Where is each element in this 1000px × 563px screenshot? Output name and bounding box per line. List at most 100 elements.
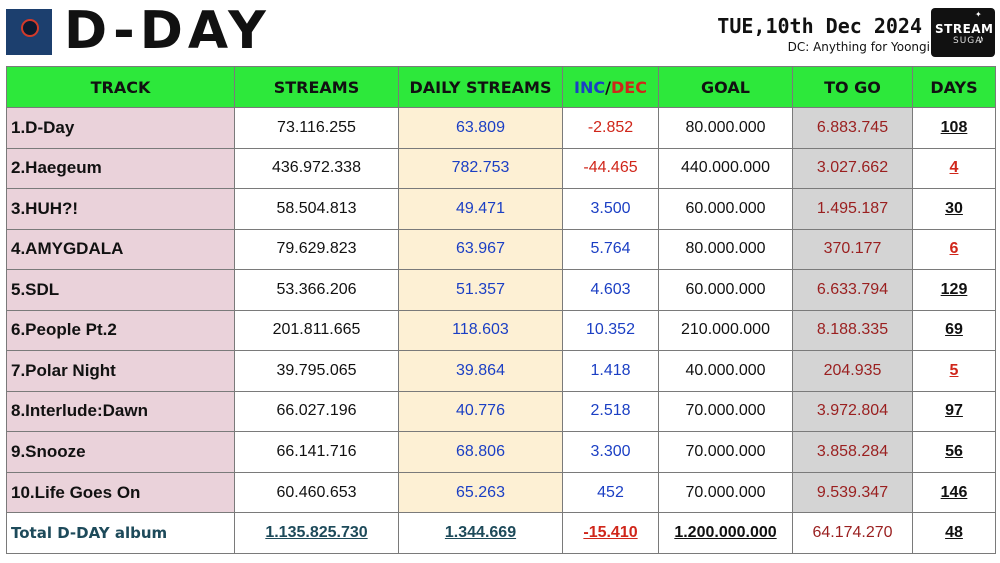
goal-value: 40.000.000 — [658, 350, 793, 392]
total-goal: 1.200.000.000 — [674, 524, 777, 542]
streams-value: 79.629.823 — [234, 228, 399, 271]
col-header-dec: DEC — [610, 77, 647, 97]
daily-streams-value: 63.809 — [398, 107, 563, 149]
total-inc-cell: -15.410 — [562, 512, 659, 554]
streams-value: 58.504.813 — [234, 188, 399, 230]
streams-value: 436.972.338 — [234, 147, 399, 190]
inc-dec-value: 2.518 — [562, 390, 659, 433]
inc-dec-value: 4.603 — [562, 269, 659, 311]
table-row: 3.HUH?! 58.504.813 49.471 3.500 60.000.000 1.… — [6, 188, 996, 230]
to-go-value: 3.027.662 — [792, 147, 913, 190]
days-value: 129 — [912, 269, 996, 311]
goal-value: 80.000.000 — [658, 228, 793, 271]
total-togo: 64.174.270 — [812, 524, 893, 542]
total-label: Total D-DAY album — [6, 512, 235, 554]
goal-value: 70.000.000 — [658, 431, 793, 473]
total-streams-cell: 1.135.825.730 — [234, 512, 399, 554]
goal-value: 70.000.000 — [658, 390, 793, 433]
table-row: 5.SDL 53.366.206 51.357 4.603 60.000.000 6.63… — [6, 269, 996, 311]
daily-streams-value: 63.967 — [398, 228, 563, 271]
page-title: D-DAY — [64, 1, 271, 61]
streams-value: 39.795.065 — [234, 350, 399, 392]
col-header-track: TRACK — [6, 66, 235, 108]
credit-label: DC: Anything for Yoongi — [787, 40, 930, 54]
col-header-togo: TO GO — [792, 66, 913, 108]
total-row: Total D-DAY album 1.135.825.730 1.344.66… — [6, 512, 996, 554]
daily-streams-value: 49.471 — [398, 188, 563, 230]
logo-line1: STREAM — [935, 22, 994, 36]
logo-line2: SUGA — [953, 36, 983, 46]
goal-value: 60.000.000 — [658, 188, 793, 230]
days-value: 4 — [912, 147, 996, 190]
table-row: 9.Snooze 66.141.716 68.806 3.300 70.000.000 3… — [6, 431, 996, 473]
total-togo-cell: 64.174.270 — [792, 512, 913, 554]
inc-dec-value: -44.465 — [562, 147, 659, 190]
inc-dec-value: 3.500 — [562, 188, 659, 230]
days-value: 5 — [912, 350, 996, 392]
to-go-value: 6.633.794 — [792, 269, 913, 311]
total-days: 48 — [945, 524, 963, 542]
streams-value: 201.811.665 — [234, 309, 399, 352]
table-row: 10.Life Goes On 60.460.653 65.263 452 70.000… — [6, 471, 996, 514]
daily-streams-value: 68.806 — [398, 431, 563, 473]
streams-table: TRACK STREAMS DAILY STREAMS INC/DEC GOAL… — [6, 66, 996, 554]
stream-suga-logo: ✦ STREAM SUGA ♪ — [931, 8, 995, 57]
track-name: 1.D-Day — [6, 107, 235, 149]
col-header-streams: STREAMS — [234, 66, 399, 108]
table-row: 2.Haegeum 436.972.338 782.753 -44.465 440.00… — [6, 147, 996, 190]
track-name: 2.Haegeum — [6, 147, 235, 190]
daily-streams-value: 65.263 — [398, 471, 563, 514]
days-value: 97 — [912, 390, 996, 433]
to-go-value: 204.935 — [792, 350, 913, 392]
total-inc: -15.410 — [583, 524, 638, 542]
inc-dec-value: 452 — [562, 471, 659, 514]
inc-dec-value: -2.852 — [562, 107, 659, 149]
streams-value: 66.141.716 — [234, 431, 399, 473]
music-note-icon: ♪ — [978, 32, 984, 46]
daily-streams-value: 51.357 — [398, 269, 563, 311]
header: D-DAY TUE,10th Dec 2024 DC: Anything for… — [0, 0, 1000, 64]
streams-value: 53.366.206 — [234, 269, 399, 311]
days-value: 56 — [912, 431, 996, 473]
to-go-value: 8.188.335 — [792, 309, 913, 352]
track-name: 10.Life Goes On — [6, 471, 235, 514]
table-row: 6.People Pt.2 201.811.665 118.603 10.352 210… — [6, 309, 996, 352]
streams-value: 66.027.196 — [234, 390, 399, 433]
total-streams: 1.135.825.730 — [265, 524, 368, 542]
track-name: 8.Interlude:Dawn — [6, 390, 235, 433]
to-go-value: 370.177 — [792, 228, 913, 271]
days-value: 6 — [912, 228, 996, 271]
goal-value: 70.000.000 — [658, 471, 793, 514]
table-row: 7.Polar Night 39.795.065 39.864 1.418 40.000… — [6, 350, 996, 392]
table-row: 1.D-Day 73.116.255 63.809 -2.852 80.000.000 6… — [6, 107, 996, 149]
goal-value: 60.000.000 — [658, 269, 793, 311]
to-go-value: 9.539.347 — [792, 471, 913, 514]
table-row: 4.AMYGDALA 79.629.823 63.967 5.764 80.000.00… — [6, 228, 996, 271]
total-days-cell: 48 — [912, 512, 996, 554]
to-go-value: 3.858.284 — [792, 431, 913, 473]
inc-dec-value: 3.300 — [562, 431, 659, 473]
table-row: 8.Interlude:Dawn 66.027.196 40.776 2.518 70.… — [6, 390, 996, 433]
track-name: 5.SDL — [6, 269, 235, 311]
inc-dec-value: 5.764 — [562, 228, 659, 271]
to-go-value: 1.495.187 — [792, 188, 913, 230]
col-header-slash: / — [605, 77, 611, 97]
col-header-daily: DAILY STREAMS — [398, 66, 563, 108]
track-name: 4.AMYGDALA — [6, 228, 235, 271]
daily-streams-value: 782.753 — [398, 147, 563, 190]
total-daily: 1.344.669 — [444, 524, 517, 542]
days-value: 146 — [912, 471, 996, 514]
col-header-days: DAYS — [912, 66, 996, 108]
col-header-incdec: INC/DEC — [562, 66, 659, 108]
days-value: 30 — [912, 188, 996, 230]
track-name: 3.HUH?! — [6, 188, 235, 230]
total-daily-cell: 1.344.669 — [398, 512, 563, 554]
to-go-value: 6.883.745 — [792, 107, 913, 149]
to-go-value: 3.972.804 — [792, 390, 913, 433]
streams-value: 73.116.255 — [234, 107, 399, 149]
days-value: 69 — [912, 309, 996, 352]
headphones-figure — [21, 19, 39, 37]
daily-streams-value: 40.776 — [398, 390, 563, 433]
track-name: 6.People Pt.2 — [6, 309, 235, 352]
days-value: 108 — [912, 107, 996, 149]
